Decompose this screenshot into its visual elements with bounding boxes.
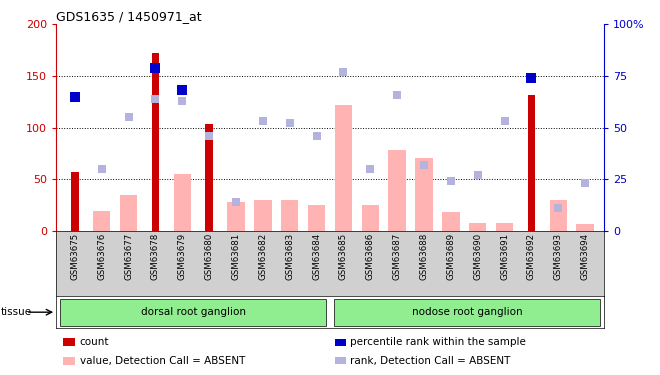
Text: GSM63685: GSM63685 xyxy=(339,232,348,280)
Text: percentile rank within the sample: percentile rank within the sample xyxy=(350,337,526,347)
Point xyxy=(177,98,187,104)
Point xyxy=(231,199,242,205)
Point xyxy=(69,94,80,100)
Point xyxy=(257,118,268,124)
Text: GSM63686: GSM63686 xyxy=(366,232,375,280)
Point xyxy=(312,133,322,139)
Point xyxy=(365,166,376,172)
Text: GSM63688: GSM63688 xyxy=(420,232,428,280)
Bar xyxy=(308,205,325,231)
Text: GSM63691: GSM63691 xyxy=(500,232,509,280)
Text: GSM63680: GSM63680 xyxy=(205,232,214,280)
Point xyxy=(150,96,161,102)
Text: GSM63675: GSM63675 xyxy=(71,232,79,280)
Text: nodose root ganglion: nodose root ganglion xyxy=(412,307,522,317)
Text: GSM63689: GSM63689 xyxy=(446,232,455,280)
Bar xyxy=(469,224,486,231)
Point xyxy=(499,118,510,124)
Bar xyxy=(227,202,245,231)
Point xyxy=(526,75,537,81)
Text: tissue: tissue xyxy=(1,307,32,317)
Bar xyxy=(205,124,213,231)
Point xyxy=(204,133,214,139)
Bar xyxy=(120,195,137,231)
Point xyxy=(446,178,456,184)
Point xyxy=(553,205,564,211)
Text: GSM63678: GSM63678 xyxy=(151,232,160,280)
Text: GSM63693: GSM63693 xyxy=(554,232,563,280)
Bar xyxy=(334,299,600,326)
Bar xyxy=(254,200,272,231)
Point xyxy=(177,87,187,93)
Text: GSM63684: GSM63684 xyxy=(312,232,321,280)
Text: GSM63683: GSM63683 xyxy=(285,232,294,280)
Bar xyxy=(174,174,191,231)
Bar xyxy=(527,94,535,231)
Bar xyxy=(281,200,298,231)
Bar xyxy=(442,212,459,231)
Text: GSM63679: GSM63679 xyxy=(178,232,187,280)
Bar xyxy=(388,150,406,231)
Text: GSM63677: GSM63677 xyxy=(124,232,133,280)
Point xyxy=(123,114,134,120)
Bar xyxy=(60,299,326,326)
Text: GSM63687: GSM63687 xyxy=(393,232,402,280)
Point xyxy=(150,64,161,70)
Text: GSM63682: GSM63682 xyxy=(258,232,267,280)
Bar xyxy=(152,53,159,231)
Point xyxy=(284,120,295,126)
Point xyxy=(96,166,107,172)
Text: value, Detection Call = ABSENT: value, Detection Call = ABSENT xyxy=(80,356,246,366)
Bar xyxy=(576,224,594,231)
Point xyxy=(418,162,429,168)
Text: dorsal root ganglion: dorsal root ganglion xyxy=(141,307,246,317)
Bar xyxy=(496,224,513,231)
Point xyxy=(392,92,403,98)
Text: GSM63681: GSM63681 xyxy=(232,232,240,280)
Bar xyxy=(550,200,567,231)
Text: GDS1635 / 1450971_at: GDS1635 / 1450971_at xyxy=(56,10,202,23)
Text: GSM63676: GSM63676 xyxy=(97,232,106,280)
Text: count: count xyxy=(80,337,110,347)
Bar xyxy=(71,172,79,231)
Bar xyxy=(93,211,110,231)
Bar xyxy=(335,105,352,231)
Point xyxy=(338,69,348,75)
Point xyxy=(473,172,483,178)
Bar xyxy=(415,158,433,231)
Text: GSM63690: GSM63690 xyxy=(473,232,482,280)
Point xyxy=(580,180,591,186)
Text: GSM63692: GSM63692 xyxy=(527,232,536,280)
Text: GSM63694: GSM63694 xyxy=(581,232,589,280)
Text: rank, Detection Call = ABSENT: rank, Detection Call = ABSENT xyxy=(350,356,511,366)
Bar xyxy=(362,205,379,231)
